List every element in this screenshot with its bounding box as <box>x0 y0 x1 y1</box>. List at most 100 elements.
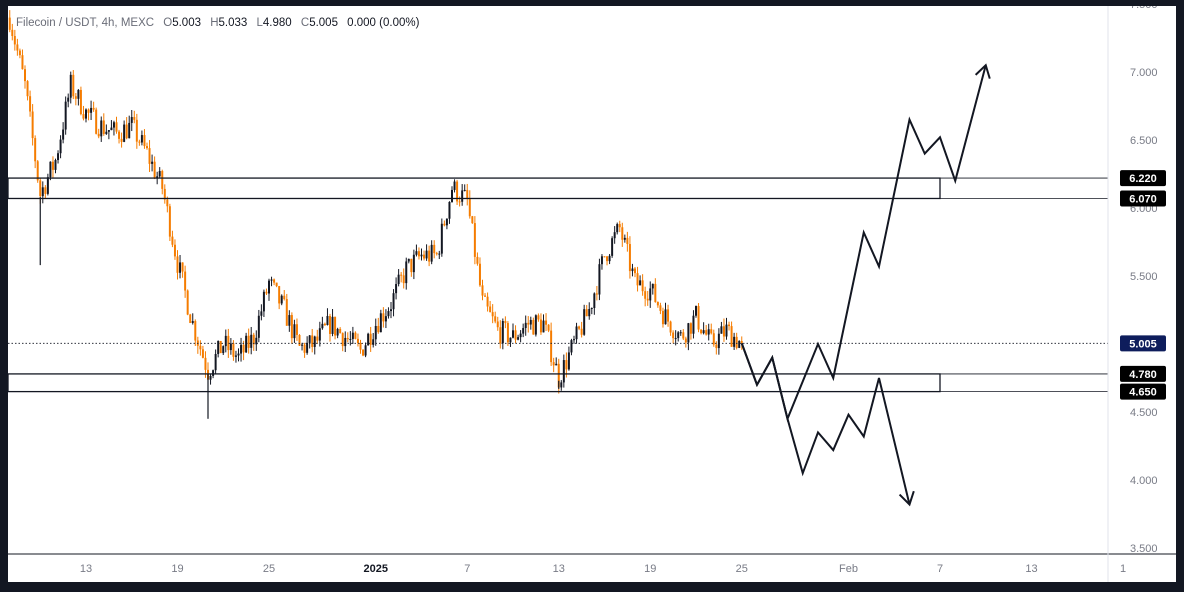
chart-canvas[interactable]: 7.5007.0006.5006.0005.5005.0004.5004.000… <box>8 6 1176 582</box>
x-tick-label: Feb <box>839 563 858 575</box>
candle-body <box>397 274 400 285</box>
candle-body <box>359 342 362 350</box>
candle-body <box>504 321 507 324</box>
candle-body <box>95 109 98 134</box>
candle-body <box>402 275 405 284</box>
candle-body <box>395 284 398 294</box>
candle-body <box>362 349 365 356</box>
candle-body <box>273 279 276 283</box>
candle-body <box>443 223 446 226</box>
candle-body <box>97 133 100 137</box>
candle-body <box>112 122 115 128</box>
candle-body <box>417 251 420 257</box>
x-tick-label: 25 <box>263 563 275 575</box>
candle-body <box>499 327 502 344</box>
candle-body <box>407 258 410 262</box>
candle-body <box>46 177 49 194</box>
candle-body <box>534 315 537 335</box>
candle-body <box>240 344 243 354</box>
candle-body <box>539 319 542 333</box>
candle-body <box>595 293 598 295</box>
candle-body <box>301 344 304 346</box>
candle-body <box>201 349 204 358</box>
candle-body <box>140 135 143 143</box>
candle-body <box>695 306 697 316</box>
x-tick-label: 13 <box>553 563 565 575</box>
x-tick-label: 7 <box>937 563 943 575</box>
high-label: H <box>210 17 219 29</box>
candle-body <box>151 161 154 164</box>
candle-body <box>62 129 65 140</box>
price-tag-6.220: 6.220 <box>1120 170 1166 187</box>
candle-body <box>229 343 232 351</box>
candle-body <box>316 336 319 341</box>
candle-body <box>621 227 624 240</box>
candle-body <box>110 127 113 131</box>
candle-body <box>102 120 105 134</box>
symbol-title: Filecoin / USDT, 4h, MEXC <box>16 17 155 29</box>
candle-body <box>715 344 718 349</box>
candlestick-series <box>8 10 743 419</box>
chart-frame[interactable]: 7.5007.0006.5006.0005.5005.0004.5004.000… <box>8 6 1176 582</box>
candle-body <box>506 323 509 343</box>
y-tick-label: 3.500 <box>1130 543 1158 555</box>
candle-body <box>204 357 207 370</box>
candle-body <box>138 141 141 143</box>
candle-body <box>453 181 456 190</box>
candle-body <box>329 316 331 334</box>
candle-body <box>552 362 555 366</box>
candle-body <box>692 315 695 334</box>
candle-body <box>712 333 715 345</box>
candle-body <box>280 295 283 304</box>
candle-body <box>509 337 512 343</box>
candle-body <box>473 223 476 257</box>
candle-body <box>237 353 240 356</box>
x-tick-label: 2025 <box>364 563 388 575</box>
candle-body <box>163 188 166 200</box>
candle-body <box>710 329 713 334</box>
candle-body <box>283 295 286 300</box>
candle-body <box>603 256 606 258</box>
candle-body <box>527 322 530 325</box>
candle-body <box>44 187 47 194</box>
candle-body <box>100 120 103 137</box>
candle-body <box>649 288 652 301</box>
candle-body <box>318 328 321 341</box>
candle-body <box>583 309 586 335</box>
bearish-scenario-arrowhead <box>898 490 915 507</box>
candle-body <box>13 36 16 45</box>
candle-body <box>707 329 710 335</box>
candle-body <box>224 335 227 347</box>
candle-body <box>400 274 403 276</box>
candle-body <box>29 96 32 112</box>
candle-body <box>85 109 87 119</box>
candle-body <box>720 326 723 334</box>
candle-body <box>445 218 448 226</box>
candle-body <box>415 251 418 255</box>
change-value: 0.000 (0.00%) <box>347 17 420 29</box>
candle-body <box>425 250 428 259</box>
candle-body <box>578 326 581 329</box>
candle-body <box>26 81 29 97</box>
x-tick-label: 7 <box>464 563 470 575</box>
candle-body <box>57 153 60 161</box>
candle-body <box>644 291 647 299</box>
candle-body <box>664 309 667 325</box>
candle-body <box>252 334 255 345</box>
candle-body <box>262 291 265 312</box>
candle-body <box>186 290 189 315</box>
candle-body <box>173 244 176 257</box>
candle-body <box>39 180 42 197</box>
candle-body <box>456 181 459 202</box>
price-tag-label: 6.220 <box>1129 173 1157 185</box>
candle-body <box>153 161 156 178</box>
candle-body <box>412 254 415 273</box>
candle-body <box>199 345 202 350</box>
y-tick-label: 5.500 <box>1130 271 1158 283</box>
candle-body <box>478 263 481 286</box>
candle-body <box>379 313 382 333</box>
y-tick-label: 7.500 <box>1130 6 1158 11</box>
candle-body <box>326 316 329 326</box>
candle-body <box>679 332 682 334</box>
candle-body <box>428 250 431 262</box>
